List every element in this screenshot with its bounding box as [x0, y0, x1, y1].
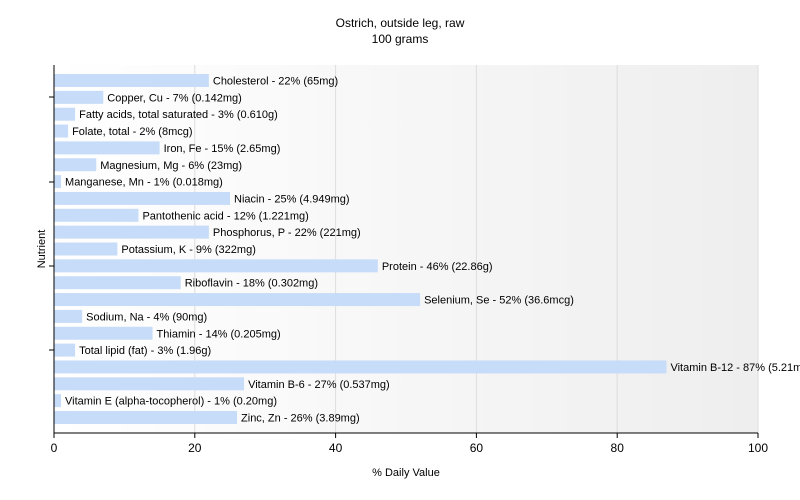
bars: Cholesterol - 22% (65mg) Copper, Cu - 7% …: [54, 74, 800, 425]
x-tick-label: 100: [748, 441, 768, 455]
bar-label: Total lipid (fat) - 3% (1.96g): [79, 345, 211, 357]
bar: [54, 276, 181, 290]
bar: [54, 175, 62, 189]
bar: [54, 124, 69, 138]
bar-label: Niacin - 25% (4.949mg): [234, 193, 350, 205]
bar-label: Vitamin E (alpha-tocopherol) - 1% (0.20m…: [65, 396, 277, 408]
bar: [54, 360, 667, 374]
bar: [54, 208, 139, 222]
bar-label: Vitamin B-12 - 87% (5.21mcg): [670, 362, 800, 374]
x-tick-label: 80: [611, 441, 625, 455]
bar: [54, 411, 238, 424]
chart-title-block: Ostrich, outside leg, raw 100 grams: [0, 15, 800, 47]
x-ticks: 0 20 40 60 80 100: [49, 96, 768, 455]
x-tick-label: 60: [470, 441, 484, 455]
x-axis-label: % Daily Value: [372, 467, 440, 479]
bar-label: Folate, total - 2% (8mcg): [72, 126, 192, 138]
chart-subtitle: 100 grams: [371, 32, 429, 46]
bar: [54, 141, 160, 155]
bar-label: Fatty acids, total saturated - 3% (0.610…: [79, 109, 278, 121]
bar-label: Potassium, K - 9% (322mg): [121, 244, 256, 256]
bar: [54, 242, 118, 256]
bar-label: Manganese, Mn - 1% (0.018mg): [65, 177, 223, 189]
bar-label: Copper, Cu - 7% (0.142mg): [107, 92, 242, 104]
bar: [54, 326, 153, 340]
bar: [54, 343, 76, 357]
bar-label: Zinc, Zn - 26% (3.89mg): [241, 413, 360, 425]
bar-label: Pantothenic acid - 12% (1.221mg): [142, 210, 308, 222]
bar-label: Vitamin B-6 - 27% (0.537mg): [248, 379, 390, 391]
axes: [53, 65, 758, 434]
x-tick-label: 20: [188, 441, 202, 455]
bar: [54, 107, 76, 121]
bar: [54, 293, 421, 307]
y-axis-label: Nutrient: [36, 230, 48, 269]
bar-label: Sodium, Na - 4% (90mg): [86, 311, 207, 323]
x-tick-label: 40: [329, 441, 343, 455]
bar: [54, 309, 83, 323]
bar-label: Iron, Fe - 15% (2.65mg): [164, 143, 281, 155]
bar: [54, 90, 104, 104]
bar-label: Riboflavin - 18% (0.302mg): [185, 278, 318, 290]
bar: [54, 259, 378, 273]
bar: [54, 377, 245, 391]
bar-label: Selenium, Se - 52% (36.6mcg): [424, 295, 574, 307]
x-tick-label: 0: [51, 441, 58, 455]
bar-label: Cholesterol - 22% (65mg): [213, 76, 338, 88]
bar: [54, 394, 62, 408]
bar: [54, 225, 209, 239]
bar-label: Protein - 46% (22.86g): [382, 261, 493, 273]
chart-title: Ostrich, outside leg, raw: [335, 16, 465, 30]
bar: [54, 158, 97, 172]
bar: [54, 191, 230, 205]
bar-label: Phosphorus, P - 22% (221mg): [213, 227, 361, 239]
bar-label: Thiamin - 14% (0.205mg): [157, 328, 281, 340]
bar-label: Magnesium, Mg - 6% (23mg): [100, 160, 242, 172]
bar: [54, 74, 209, 87]
